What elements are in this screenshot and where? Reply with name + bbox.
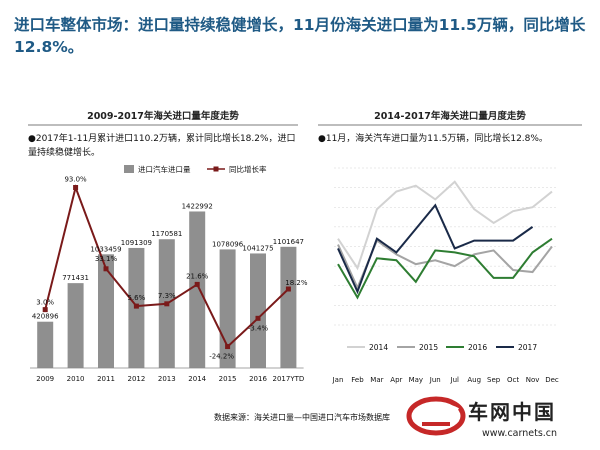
x-tick-label-Mar: Mar [370,376,383,384]
x-tick-label-Sep: Sep [487,376,501,384]
x-tick-label-Aug: Aug [467,376,481,384]
brand-name: 车网中国 [468,400,556,424]
growth-point-2012 [133,303,139,309]
legend-swatch-imports [124,165,134,173]
source-note: 数据来源：海关进口量—中国进口汽车市场数据库 [214,413,390,422]
growth-label-2016: -3.4% [248,324,269,332]
bar-2009 [37,321,54,368]
series-line-2014 [337,180,553,271]
x-tick-label-2015: 2015 [219,375,237,383]
x-tick-label-2010: 2010 [67,375,85,383]
growth-point-2014 [194,281,200,287]
legend-label-imports: 进口汽车进口量 [138,164,191,174]
bar-value-label-2017YTD: 1101647 [273,238,304,246]
x-tick-label-Apr: Apr [390,376,402,384]
legend-label-2017: 2017 [518,343,537,352]
x-tick-label-2012: 2012 [127,375,145,383]
x-tick-label-Feb: Feb [351,376,364,384]
right-panel: 2014-2017年海关进口量月度走势 ●11月，海关汽车进口量为11.5万辆，… [318,108,582,146]
growth-point-2013 [164,301,170,307]
series-line-2017 [337,203,534,295]
bar-value-label-2014: 1422992 [182,202,213,210]
series-line-2015 [337,239,553,291]
bar-2016 [250,253,266,368]
growth-label-2014: 21.6% [186,272,209,280]
legend-label-2015: 2015 [419,343,438,352]
bar-2017YTD [280,246,297,368]
bar-2010 [67,283,84,368]
bar-value-label-2015: 1078096 [212,240,244,248]
legend-label-2016: 2016 [468,343,487,352]
growth-label-2012: 5.6% [128,294,146,302]
x-tick-label-2014: 2014 [188,375,206,383]
growth-label-2013: 7.3% [158,292,176,300]
x-tick-label-May: May [409,376,423,384]
x-tick-label-Jul: Jul [450,376,460,384]
bar-value-label-2010: 771431 [62,274,89,282]
x-tick-label-Dec: Dec [545,376,559,384]
legend-label-2014: 2014 [369,343,388,352]
growth-point-2015 [225,344,231,350]
x-tick-label-2009: 2009 [36,375,54,383]
legend-label-growth: 同比增长率 [229,164,267,174]
right-title-rule [318,124,582,126]
growth-label-2015: -24.2% [209,353,234,361]
growth-point-2010 [73,185,79,190]
growth-label-2010: 93.0% [64,176,87,184]
x-tick-label-Oct: Oct [507,376,519,384]
bar-value-label-2012: 1091309 [121,239,152,247]
growth-label-2011: 33.1% [95,255,118,263]
x-tick-label-2016: 2016 [249,375,267,383]
growth-point-2011 [103,266,109,272]
growth-point-2016 [255,315,261,321]
left-panel: 2009-2017年海关进口量年度走势 ●2017年1-11月累计进口110.2… [28,108,298,160]
bar-2011 [98,254,114,368]
legend-marker-growth [213,166,219,172]
car-logo-icon [406,396,466,436]
growth-label-2017YTD: 18.2% [285,279,308,287]
left-bullet-text: ●2017年1-11月累计进口110.2万辆，累计同比增长18.2%，进口量持续… [28,134,296,158]
x-tick-label-Jan: Jan [332,376,344,384]
x-tick-label-2011: 2011 [97,375,115,383]
brand-url: www.carnets.cn [482,428,558,439]
headline: 进口车整体市场：进口量持续稳健增长，11月份海关进口量为11.5万辆，同比增长1… [14,16,586,56]
growth-point-2017YTD [285,286,291,292]
growth-label-2009: 3.0% [36,299,54,307]
x-tick-label-2013: 2013 [158,375,176,383]
series-line-2016 [337,237,553,300]
right-bullet-text: ●11月，海关汽车进口量为11.5万辆，同比增长12.8%。 [318,134,548,144]
growth-point-2009 [42,307,48,313]
bar-value-label-2009: 420896 [32,313,59,321]
left-title-rule [28,124,298,126]
bar-value-label-2013: 1170581 [151,230,182,238]
x-tick-label-Nov: Nov [526,376,540,384]
bar-value-label-2011: 1033459 [90,245,121,253]
right-chart-title: 2014-2017年海关进口量月度走势 [374,111,526,122]
brand-logo: 车网中国 www.carnets.cn [402,390,600,450]
bar-value-label-2016: 1041275 [242,244,273,252]
x-tick-label-Jun: Jun [429,376,441,384]
x-tick-label-2017YTD: 2017YTD [273,375,305,383]
left-chart-title: 2009-2017年海关进口量年度走势 [87,111,239,122]
bar-2014 [189,211,206,368]
